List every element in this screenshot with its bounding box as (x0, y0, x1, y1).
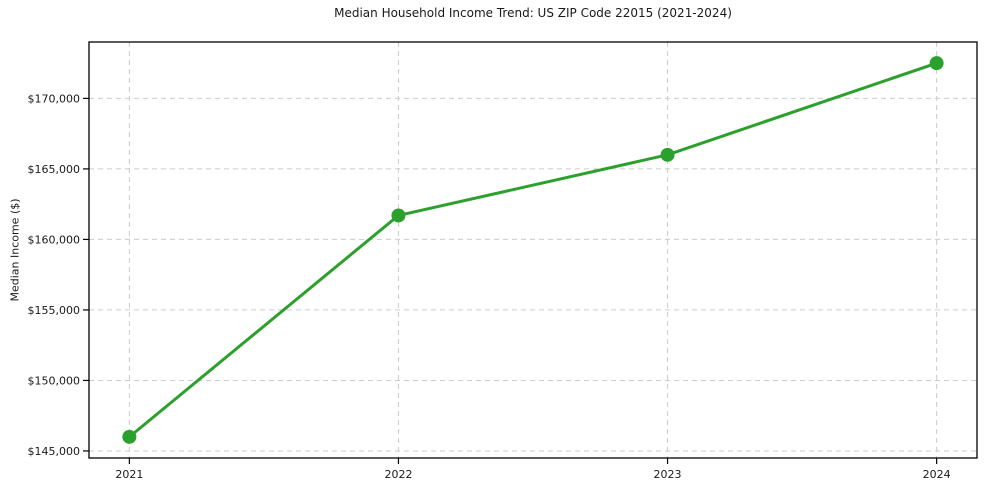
y-tick-label: $155,000 (28, 304, 81, 317)
y-tick-label: $145,000 (28, 445, 81, 458)
x-tick-label: 2022 (384, 468, 412, 481)
data-point (122, 429, 137, 444)
y-tick-label: $170,000 (28, 92, 81, 105)
chart-title: Median Household Income Trend: US ZIP Co… (334, 6, 732, 20)
x-tick-label: 2023 (654, 468, 682, 481)
data-point (391, 208, 406, 223)
x-tick-label: 2024 (923, 468, 951, 481)
trend-line (127, 61, 939, 439)
plot-border (88, 41, 978, 459)
y-tick-label: $165,000 (28, 163, 81, 176)
x-tick-label: 2021 (115, 468, 143, 481)
y-tick-label: $150,000 (28, 374, 81, 387)
y-tick-label: $160,000 (28, 233, 81, 246)
data-point (660, 147, 675, 162)
data-point (929, 56, 944, 71)
